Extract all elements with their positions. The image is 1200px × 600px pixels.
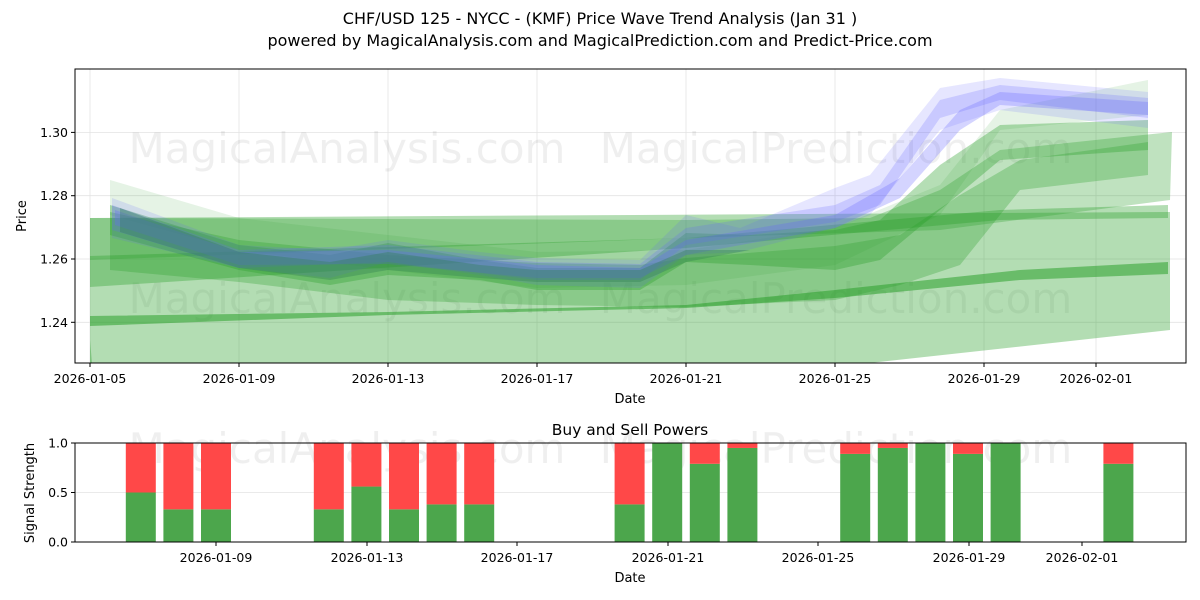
sell-power-bar — [727, 443, 758, 448]
sell-power-bar — [877, 443, 908, 448]
signal-bar — [313, 443, 344, 542]
sell-power-bar — [125, 443, 156, 493]
y-axis-label: Signal Strength — [23, 443, 38, 543]
x-axis-label: Date — [614, 392, 645, 407]
signal-bar — [1103, 443, 1134, 542]
x-tick-label: 2026-01-21 — [632, 550, 705, 565]
x-tick-label: 2026-01-09 — [180, 550, 253, 565]
svg-text:MagicalAnalysis.com: MagicalAnalysis.com — [129, 124, 566, 173]
sell-power-bar — [389, 443, 419, 510]
sell-power-bar — [614, 443, 645, 505]
y-axis-label: Price — [15, 200, 30, 232]
buy-power-bar — [877, 447, 908, 542]
x-tick-label: 2026-01-09 — [203, 371, 276, 386]
y-tick-label: 0.5 — [48, 485, 68, 500]
sell-power-bar — [1103, 443, 1134, 464]
x-tick-label: 2026-02-01 — [1060, 371, 1133, 386]
svg-text:MagicalPrediction.com: MagicalPrediction.com — [600, 124, 1073, 173]
x-tick-label: 2026-01-17 — [501, 371, 574, 386]
y-tick-label: 0.0 — [48, 535, 68, 550]
x-tick-label: 2026-01-29 — [933, 550, 1006, 565]
buy-power-bar — [689, 463, 720, 542]
buy-power-bar — [915, 443, 946, 542]
buy-power-bar — [426, 504, 457, 542]
buy-power-bar — [990, 443, 1021, 542]
buy-power-bar — [201, 509, 231, 542]
signal-bar — [389, 443, 419, 542]
chart-subtitle: powered by MagicalAnalysis.com and Magic… — [267, 31, 933, 50]
x-tick-label: 2026-01-29 — [948, 371, 1021, 386]
forecast-bands — [90, 78, 1172, 363]
sell-power-bar — [201, 443, 231, 510]
y-axis-ticks: 1.24 1.26 1.28 1.30 — [40, 125, 75, 330]
signal-bar — [915, 443, 946, 542]
buy-power-bar — [125, 492, 156, 542]
y-tick-label: 1.0 — [48, 436, 68, 451]
signal-bar — [125, 443, 156, 542]
buy-power-bar — [389, 509, 419, 542]
sell-power-bar — [351, 443, 382, 487]
sell-power-bar — [426, 443, 457, 505]
signal-bar — [426, 443, 457, 542]
subchart-title: Buy and Sell Powers — [552, 421, 709, 439]
x-tick-label: 2026-01-17 — [481, 550, 554, 565]
y-axis-ticks: 0.0 0.5 1.0 — [48, 436, 75, 550]
signal-bars — [125, 443, 1134, 542]
sell-power-bar — [840, 443, 871, 454]
signal-bar — [163, 443, 194, 542]
grid-lines — [75, 69, 1186, 363]
y-tick-label: 1.26 — [40, 252, 68, 267]
signal-bar — [953, 443, 983, 542]
signal-bar — [840, 443, 871, 542]
sell-power-bar — [953, 443, 983, 454]
buy-power-bar — [163, 509, 194, 542]
buy-power-bar — [313, 509, 344, 542]
signal-bar — [464, 443, 495, 542]
y-tick-label: 1.30 — [40, 125, 68, 140]
buy-power-bar — [464, 504, 495, 542]
sell-power-bar — [689, 443, 720, 464]
x-tick-label: 2026-01-13 — [352, 371, 425, 386]
y-tick-label: 1.28 — [40, 188, 68, 203]
signal-bar — [652, 443, 683, 542]
buy-power-bar — [727, 447, 758, 542]
signal-bar — [877, 443, 908, 542]
buy-power-bar — [953, 453, 983, 542]
x-tick-label: 2026-01-25 — [782, 550, 855, 565]
buy-power-bar — [351, 486, 382, 542]
buy-sell-powers-chart: Buy and Sell Powers MagicalAnalysis.com M… — [23, 421, 1187, 586]
signal-bar — [201, 443, 231, 542]
buy-power-bar — [652, 443, 683, 542]
buy-power-bar — [1103, 463, 1134, 542]
signal-bar — [689, 443, 720, 542]
sell-power-bar — [464, 443, 495, 505]
plot-frame — [74, 68, 1187, 364]
signal-bar — [351, 443, 382, 542]
x-axis-label: Date — [614, 571, 645, 586]
signal-bar — [990, 443, 1021, 542]
x-tick-label: 2026-01-05 — [54, 371, 127, 386]
buy-power-bar — [840, 453, 871, 542]
signal-bar — [614, 443, 645, 542]
sell-power-bar — [163, 443, 194, 510]
sell-power-bar — [313, 443, 344, 510]
buy-power-bar — [614, 504, 645, 542]
svg-text:MagicalAnalysis.com: MagicalAnalysis.com — [129, 424, 566, 473]
x-tick-label: 2026-01-21 — [650, 371, 723, 386]
x-axis-ticks: 2026-01-09 2026-01-13 2026-01-17 2026-01-21… — [180, 542, 1119, 565]
x-tick-label: 2026-01-13 — [331, 550, 404, 565]
signal-bar — [727, 443, 758, 542]
x-tick-label: 2026-02-01 — [1046, 550, 1119, 565]
x-axis-ticks: 2026-01-05 2026-01-09 2026-01-13 2026-01-17… — [54, 363, 1133, 386]
y-tick-label: 1.24 — [40, 315, 68, 330]
chart-title: CHF/USD 125 - NYCC - (KMF) Price Wave Tr… — [342, 9, 858, 28]
price-wave-chart: MagicalAnalysis.com MagicalPrediction.com… — [15, 68, 1187, 407]
x-tick-label: 2026-01-25 — [799, 371, 872, 386]
